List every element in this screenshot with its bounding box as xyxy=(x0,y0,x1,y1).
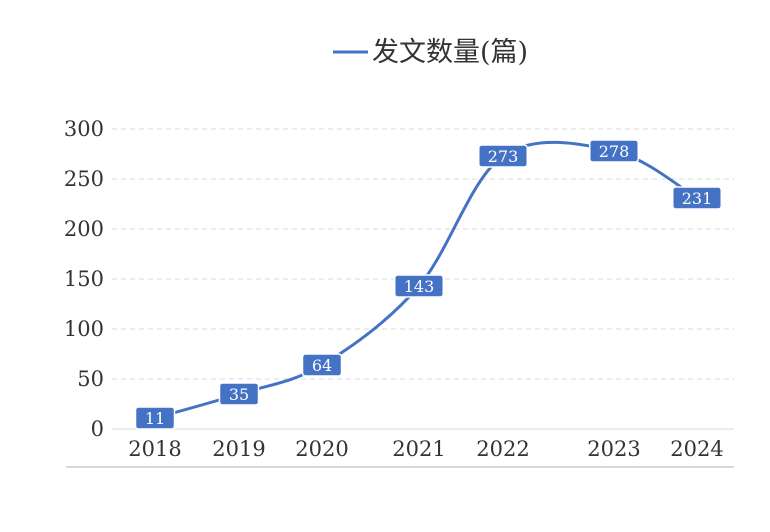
grid-lines xyxy=(112,128,734,380)
data-label-box xyxy=(218,382,260,406)
y-tick-label: 150 xyxy=(64,267,104,291)
data-label: 278 xyxy=(589,139,639,163)
data-label-box xyxy=(478,144,528,168)
y-tick-label: 300 xyxy=(64,117,104,141)
x-axis-ticks: 2018 2019 2020 2021 2022 2023 2024 xyxy=(128,437,723,461)
data-label: 11 xyxy=(134,406,176,430)
y-tick-label: 0 xyxy=(91,417,104,441)
x-tick-label: 2022 xyxy=(476,437,529,461)
data-label-box xyxy=(589,139,639,163)
legend: 发文数量(篇) xyxy=(333,37,528,68)
data-label-box xyxy=(134,406,176,430)
data-label: 143 xyxy=(394,274,444,298)
x-tick-label: 2020 xyxy=(295,437,348,461)
data-label-text: 273 xyxy=(488,147,519,166)
data-labels: 11 35 64 143 273 278 231 xyxy=(134,139,722,430)
data-label-box xyxy=(301,353,343,377)
y-tick-label: 100 xyxy=(64,317,104,341)
legend-entry: 发文数量(篇) xyxy=(372,37,528,68)
data-label-box xyxy=(672,186,722,210)
data-label-text: 231 xyxy=(682,189,713,208)
data-label-text: 64 xyxy=(312,356,332,375)
y-tick-label: 250 xyxy=(64,167,104,191)
data-label-box xyxy=(394,274,444,298)
data-label-text: 11 xyxy=(145,409,165,428)
x-tick-label: 2018 xyxy=(128,437,181,461)
x-tick-label: 2019 xyxy=(212,437,265,461)
data-label-text: 35 xyxy=(229,385,249,404)
data-label-text: 143 xyxy=(404,277,435,296)
y-tick-label: 50 xyxy=(77,367,104,391)
data-label: 273 xyxy=(478,144,528,168)
x-tick-label: 2024 xyxy=(670,437,723,461)
y-axis-ticks: 0 50 100 150 200 250 300 xyxy=(64,117,104,441)
x-tick-label: 2023 xyxy=(587,437,640,461)
x-tick-label: 2021 xyxy=(392,437,445,461)
data-label-text: 278 xyxy=(599,142,630,161)
y-tick-label: 200 xyxy=(64,217,104,241)
data-label: 64 xyxy=(301,353,343,377)
data-label: 35 xyxy=(218,382,260,406)
data-label: 231 xyxy=(672,186,722,210)
x-axis xyxy=(66,428,734,468)
